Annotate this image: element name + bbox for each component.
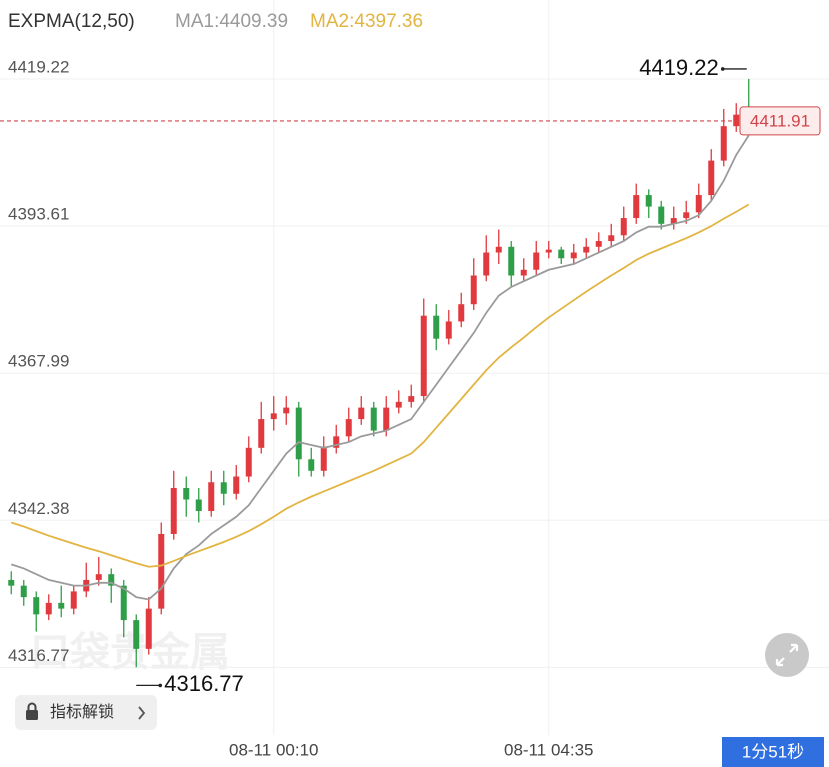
candle-body [70,591,77,609]
unlock-button[interactable]: 指标解锁 [15,695,157,730]
max-dot [720,67,725,71]
candle-body [595,241,602,247]
candle-body [470,275,477,305]
candle-body [233,476,240,494]
ema-line [10,134,750,601]
candle-body [208,482,215,511]
y-tick-label: 4393.61 [8,205,69,224]
candle-body [45,602,52,615]
candle-body [245,447,252,477]
candle-body [458,304,465,322]
candle-body [145,608,152,649]
candle-body [345,419,352,437]
last-price-label: 4411.91 [750,111,810,130]
y-tick-label: 4367.99 [8,352,69,371]
candle-body [358,407,365,420]
button-label[interactable]: 指标解锁 [50,703,114,721]
zoom-bg[interactable] [765,633,809,677]
legend-entry: MA1:4409.39 [175,11,288,32]
candle-body [220,482,227,494]
candle-body [533,252,540,270]
candle-body [183,488,190,500]
candle-body [520,269,527,276]
candle-body [295,407,302,460]
zoom-icon [775,643,799,667]
candle-body [95,574,102,580]
lock-shackle [27,702,37,710]
candle-body [545,249,552,253]
x-tick-label: 08-11 04:35 [504,740,593,759]
candle-body [658,206,665,224]
candle-body [195,499,202,511]
candle-body [508,246,515,276]
legend-entry: MA2:4397.36 [310,11,423,32]
candle-body [270,413,277,420]
countdown-bg [722,737,824,767]
candle-body [608,235,615,242]
x-tick-label: 08-11 00:10 [229,740,318,759]
candle-body [433,315,440,339]
button-bg[interactable] [15,695,157,730]
indicator-name: EXPMA(12,50) [8,11,135,32]
countdown: 1分51秒 [742,742,804,761]
candle-body [583,246,590,253]
candle-body [645,195,652,207]
y-tick-label: 4342.38 [8,499,69,518]
candle-body [383,407,390,431]
candle-body [620,218,627,236]
candle-body [695,195,702,213]
candle-body [408,396,415,402]
candle-body [158,533,165,609]
candle-body [133,620,140,649]
zoom-button[interactable] [765,633,809,677]
candle-body [633,195,640,219]
chevron [138,706,146,720]
lock-icon [26,710,38,720]
max-label: 4419.22 [639,55,719,80]
candle-body [708,160,715,196]
candle-body [420,315,427,397]
candle-body [370,407,377,431]
min-label: 4316.77 [164,671,244,696]
candle-body [333,436,340,448]
candle-body [683,212,690,219]
candle-body [320,447,327,471]
candle-body [558,249,565,259]
candle-body [58,602,65,609]
y-tick-label: 4419.22 [8,57,69,76]
candle-body [8,579,15,586]
candle-body [170,488,177,534]
candle-body [120,585,127,621]
candle-body [670,218,677,224]
y-tick-label: 4316.77 [8,646,69,665]
candle-body [20,585,27,598]
candle-body [720,126,727,161]
candle-body [108,574,115,586]
candle-body [395,401,402,408]
last-price-box [739,106,821,136]
candle-body [495,246,502,253]
candle-body [308,459,315,471]
candle-body [283,407,290,414]
candle-body [445,321,452,339]
min-dot [158,683,163,688]
candle-body [570,252,577,259]
candle-body [483,252,490,276]
candle-body [33,597,40,615]
ema-line [10,203,750,568]
candle-body [258,419,265,448]
